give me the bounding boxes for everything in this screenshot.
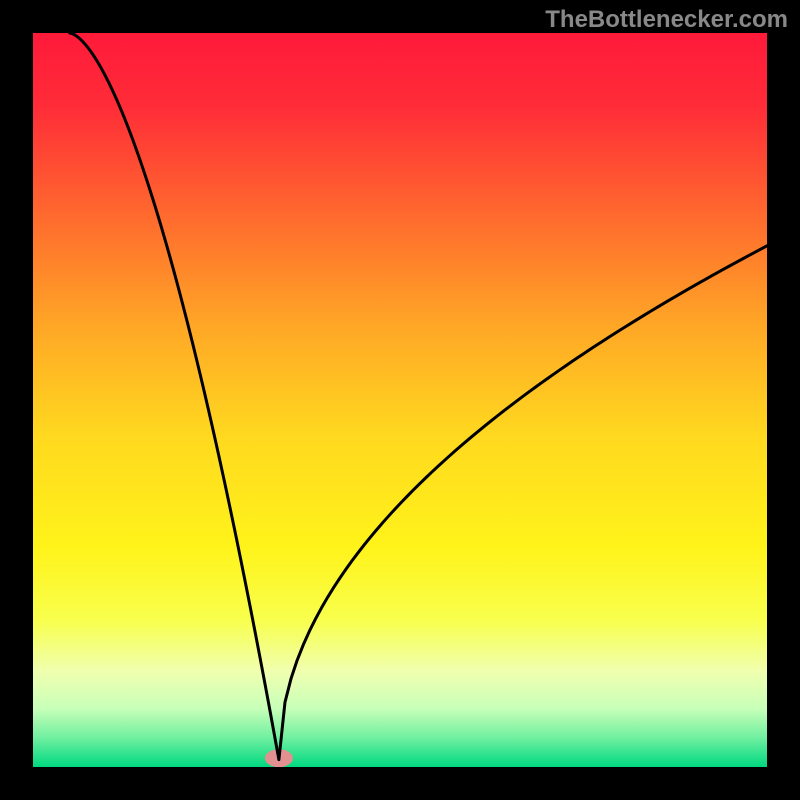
gradient-background [33, 33, 767, 767]
plot-area [33, 33, 767, 767]
chart-container: TheBottlenecker.com [0, 0, 800, 800]
watermark-text: TheBottlenecker.com [545, 6, 788, 34]
chart-svg [33, 33, 767, 767]
